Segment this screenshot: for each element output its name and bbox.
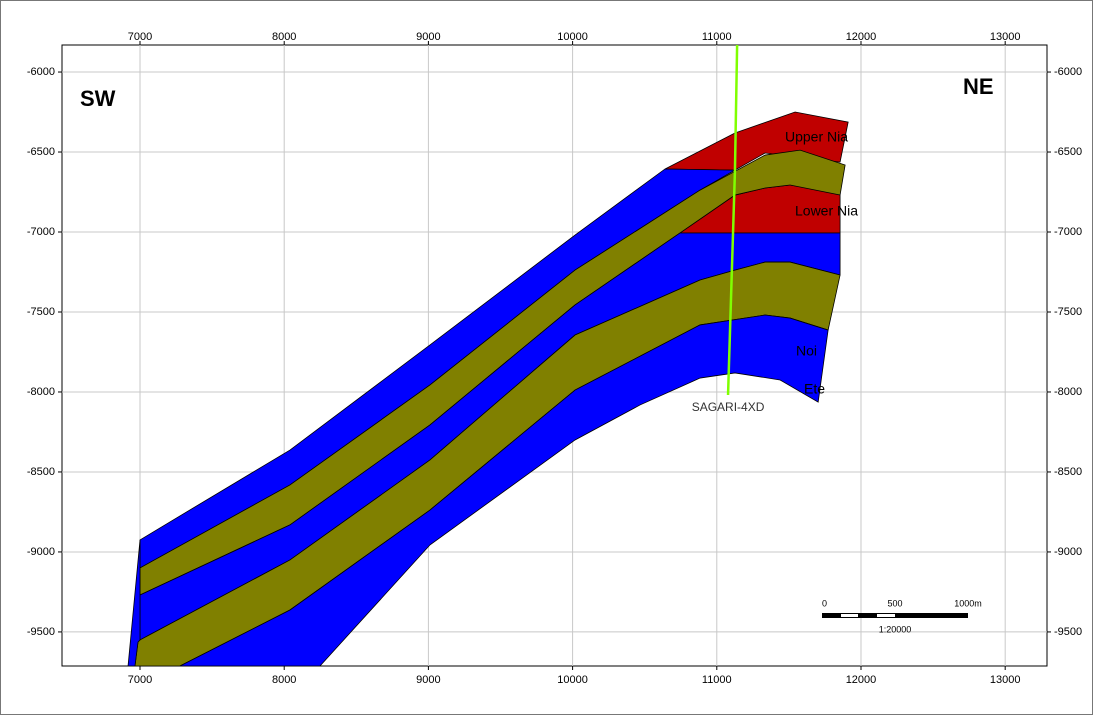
y-tick-label: -7000	[27, 226, 55, 238]
annotation: Upper Nia	[785, 129, 848, 145]
y-tick-label: -9500	[1054, 626, 1082, 638]
x-tick-label: 11000	[702, 674, 732, 686]
x-tick-label: 9000	[416, 674, 440, 686]
y-tick-label: -6000	[1054, 66, 1082, 78]
scale-ratio: 1:20000	[879, 624, 912, 634]
x-tick-label: 8000	[272, 31, 296, 43]
x-tick-label: 7000	[128, 31, 152, 43]
well-label: SAGARI-4XD	[692, 400, 765, 414]
x-tick-label: 7000	[128, 674, 152, 686]
y-tick-label: -7500	[1054, 306, 1082, 318]
x-tick-label: 10000	[557, 31, 588, 43]
y-tick-label: -7500	[27, 306, 55, 318]
x-tick-label: 11000	[702, 31, 732, 43]
x-tick-label: 12000	[846, 674, 877, 686]
annotation: Noi	[796, 343, 817, 359]
x-tick-label: 13000	[990, 674, 1021, 686]
x-tick-label: 12000	[846, 31, 877, 43]
y-tick-label: -6000	[27, 66, 55, 78]
scale-label: 1000m	[954, 598, 982, 608]
screenshot: 7000 7000 8000 8000 9000 9000 10000 10000 11000 1…	[0, 0, 1093, 715]
annotation: Ete	[804, 381, 825, 397]
x-tick-label: 10000	[557, 674, 588, 686]
y-tick-label: -8000	[1054, 386, 1082, 398]
y-tick-label: -8500	[27, 466, 55, 478]
y-tick-label: -9000	[27, 546, 55, 558]
scale-bar	[822, 613, 968, 618]
x-tick-label: 13000	[990, 31, 1021, 43]
scale-label: 500	[887, 598, 902, 608]
y-tick-label: -7000	[1054, 226, 1082, 238]
y-tick-label: -6500	[1054, 146, 1082, 158]
x-tick-label: 8000	[272, 674, 296, 686]
y-tick-label: -6500	[27, 146, 55, 158]
y-tick-label: -8000	[27, 386, 55, 398]
annotation: Lower Nia	[795, 203, 858, 219]
annotation: NE	[963, 74, 994, 99]
y-tick-label: -8500	[1054, 466, 1082, 478]
y-tick-label: -9500	[27, 626, 55, 638]
x-tick-label: 9000	[416, 31, 440, 43]
scale-label: 0	[822, 598, 827, 608]
y-tick-label: -9000	[1054, 546, 1082, 558]
annotation: SW	[80, 86, 116, 111]
